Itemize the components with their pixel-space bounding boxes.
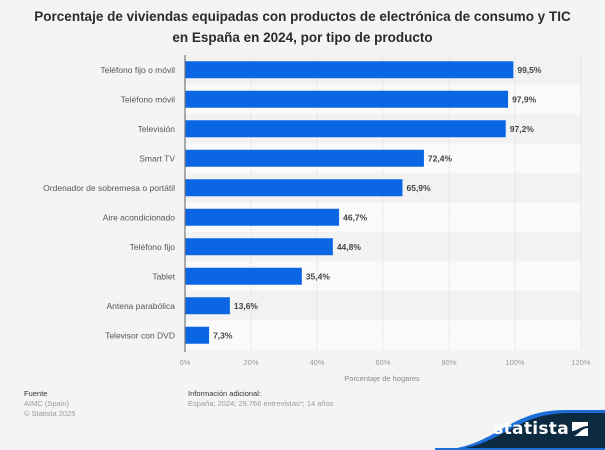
source-heading: Fuente [24, 389, 48, 398]
statista-logo-text: statista [493, 419, 569, 439]
value-label: 65,9% [406, 183, 431, 193]
category-label: Televisión [138, 124, 176, 134]
additional-info-heading[interactable]: Información adicional: [188, 389, 261, 398]
source-name: AIMC (Spain) [24, 399, 70, 408]
bar-chart: Teléfono fijo o móvil Teléfono móvil Telev… [43, 55, 591, 383]
category-label: Aire acondicionado [103, 212, 176, 222]
value-label: 13,6% [234, 301, 259, 311]
bar [185, 90, 509, 108]
bar [185, 149, 424, 167]
category-label: Teléfono fijo o móvil [100, 65, 175, 75]
value-label: 35,4% [306, 271, 331, 281]
x-tick-label: 80% [441, 358, 456, 367]
value-label: 97,9% [512, 94, 537, 104]
bar [185, 297, 230, 315]
x-tick-labels: 0% 20% 40% 60% 80% 100% 120% [180, 358, 591, 367]
chart-title: Porcentaje de viviendas equipadas con pr… [0, 6, 605, 48]
value-labels: 99,5% 97,9% 97,2% 72,4% 65,9% 46,7% 44,8% 35,4%… [213, 65, 542, 341]
chart-title-line-2: en España en 2024, por tipo de producto [172, 30, 433, 45]
category-label: Ordenador de sobremesa o portátil [43, 183, 175, 193]
chart-title-line-1: Porcentaje de viviendas equipadas con pr… [34, 9, 571, 24]
value-label: 72,4% [428, 153, 453, 163]
value-label: 99,5% [517, 65, 542, 75]
x-tick-label: 0% [180, 358, 191, 367]
value-label: 44,8% [337, 242, 362, 252]
category-label: Televisor con DVD [105, 330, 175, 340]
source-block: Fuente AIMC (Spain) © Statista 2025 [24, 389, 75, 419]
additional-info-text: España; 2024; 29.766 entrevistas*; 14 añ… [188, 399, 334, 408]
bar [185, 326, 210, 344]
x-tick-label: 100% [505, 358, 525, 367]
x-tick-label: 60% [375, 358, 390, 367]
bar [185, 179, 403, 197]
category-label: Teléfono móvil [121, 94, 175, 104]
statista-brand[interactable]: statista [435, 402, 605, 450]
bar [185, 61, 514, 79]
bar [185, 208, 340, 226]
x-tick-label: 40% [309, 358, 324, 367]
x-tick-label: 20% [243, 358, 258, 367]
additional-info-block: Información adicional: España; 2024; 29.… [188, 389, 334, 409]
value-label: 46,7% [343, 212, 368, 222]
x-axis-label: Porcentaje de hogares [344, 374, 420, 383]
bar [185, 120, 506, 138]
x-tick-label: 120% [571, 358, 591, 367]
bar [185, 238, 333, 256]
value-label: 97,2% [510, 124, 535, 134]
bars [185, 61, 514, 344]
category-label: Tablet [152, 271, 175, 281]
category-label: Smart TV [139, 153, 175, 163]
brand-swoosh [435, 410, 605, 450]
copyright: © Statista 2025 [24, 409, 76, 418]
category-labels: Teléfono fijo o móvil Teléfono móvil Telev… [43, 65, 175, 341]
value-label: 7,3% [213, 330, 233, 340]
statista-logo-icon [572, 422, 588, 436]
category-label: Teléfono fijo [130, 242, 176, 252]
bar [185, 267, 302, 285]
category-label: Antena parabólica [106, 301, 175, 311]
